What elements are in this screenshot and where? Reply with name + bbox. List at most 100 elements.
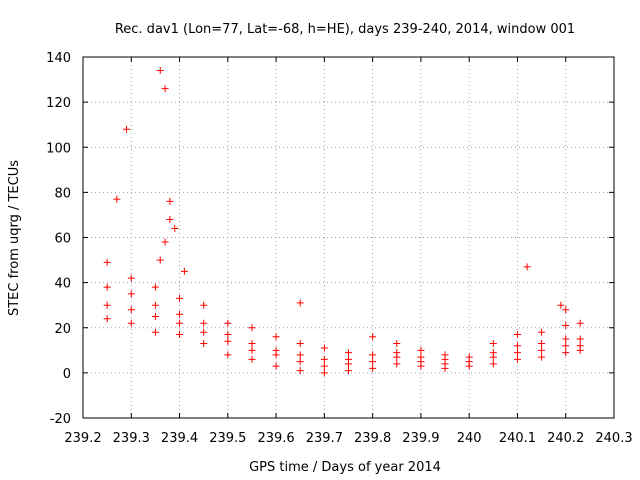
x-tick-label: 240.3 bbox=[595, 431, 632, 446]
data-point bbox=[272, 346, 280, 354]
data-point bbox=[224, 319, 232, 327]
outlier-point bbox=[161, 238, 169, 246]
data-point bbox=[513, 349, 521, 357]
data-point bbox=[200, 319, 208, 327]
data-point bbox=[200, 340, 208, 348]
data-point bbox=[320, 355, 328, 363]
data-point bbox=[576, 335, 584, 343]
data-point bbox=[369, 358, 377, 366]
outlier-point bbox=[161, 85, 169, 93]
data-point bbox=[393, 360, 401, 368]
data-point bbox=[369, 333, 377, 341]
data-points bbox=[103, 67, 584, 377]
data-point bbox=[272, 362, 280, 370]
data-point bbox=[538, 340, 546, 348]
data-point bbox=[513, 355, 521, 363]
y-tick-label: -20 bbox=[50, 412, 71, 427]
data-point bbox=[562, 342, 570, 350]
data-point bbox=[176, 310, 184, 318]
data-point bbox=[272, 333, 280, 341]
y-tick-label: 80 bbox=[54, 186, 71, 201]
outlier-point bbox=[166, 215, 174, 223]
data-point bbox=[176, 294, 184, 302]
x-tick-label: 239.8 bbox=[354, 431, 391, 446]
data-point bbox=[417, 353, 425, 361]
outlier-point bbox=[523, 263, 531, 271]
data-point bbox=[200, 301, 208, 309]
outlier-point bbox=[180, 267, 188, 275]
data-point bbox=[345, 349, 352, 357]
outlier-point bbox=[562, 306, 570, 314]
data-point bbox=[489, 340, 497, 348]
data-point bbox=[393, 349, 401, 357]
data-point bbox=[489, 349, 497, 357]
data-point bbox=[489, 360, 497, 368]
data-point bbox=[127, 274, 135, 282]
data-point bbox=[513, 342, 521, 350]
data-point bbox=[296, 358, 304, 366]
data-point bbox=[538, 328, 546, 336]
y-axis-label: STEC from uqrg / TECUs bbox=[7, 160, 22, 316]
x-tick-label: 240.2 bbox=[547, 431, 584, 446]
data-point bbox=[576, 342, 584, 350]
data-point bbox=[369, 351, 377, 359]
data-point bbox=[320, 344, 328, 352]
data-point bbox=[224, 351, 232, 359]
data-point bbox=[224, 337, 232, 345]
x-tick-label: 240.1 bbox=[499, 431, 536, 446]
x-tick-label: 240 bbox=[457, 431, 482, 446]
data-point bbox=[296, 367, 304, 375]
data-point bbox=[576, 319, 584, 327]
chart-title: Rec. dav1 (Lon=77, Lat=-68, h=HE), days … bbox=[115, 22, 575, 37]
data-point bbox=[441, 351, 449, 359]
data-point bbox=[200, 328, 208, 336]
data-point bbox=[369, 364, 377, 372]
y-tick-label: 100 bbox=[46, 141, 71, 156]
outlier-point bbox=[156, 256, 164, 264]
data-point bbox=[345, 367, 352, 375]
y-tick-label: 40 bbox=[54, 277, 71, 292]
x-tick-label: 239.6 bbox=[257, 431, 294, 446]
data-point bbox=[151, 283, 159, 291]
data-point bbox=[176, 319, 184, 327]
outlier-point bbox=[557, 301, 565, 309]
data-point bbox=[320, 362, 328, 370]
grid-lines bbox=[83, 57, 614, 418]
x-tick-label: 239.9 bbox=[402, 431, 439, 446]
y-tick-label: 60 bbox=[54, 232, 71, 247]
outlier-point bbox=[113, 195, 121, 203]
x-axis-ticks: 239.2 239.3 239.4 239.5 239.6 239.7 239.8 239.9… bbox=[64, 57, 633, 446]
x-tick-label: 239.5 bbox=[209, 431, 246, 446]
data-point bbox=[296, 351, 304, 359]
x-axis-label: GPS time / Days of year 2014 bbox=[249, 460, 441, 475]
y-tick-label: 120 bbox=[46, 96, 71, 111]
data-point bbox=[562, 335, 570, 343]
y-tick-label: 20 bbox=[54, 322, 71, 337]
y-tick-label: 0 bbox=[63, 367, 71, 382]
data-point bbox=[296, 340, 304, 348]
data-point bbox=[393, 340, 401, 348]
data-point bbox=[103, 301, 111, 309]
data-point bbox=[562, 321, 570, 329]
data-point bbox=[248, 324, 256, 332]
outlier-point bbox=[171, 224, 179, 232]
data-point bbox=[513, 331, 521, 339]
data-point bbox=[345, 355, 352, 363]
outlier-point bbox=[296, 299, 304, 307]
data-point bbox=[151, 301, 159, 309]
x-tick-label: 239.7 bbox=[306, 431, 343, 446]
data-point bbox=[127, 306, 135, 314]
data-point bbox=[151, 328, 159, 336]
data-point bbox=[103, 315, 111, 323]
outlier-point bbox=[122, 125, 130, 133]
data-point bbox=[248, 355, 256, 363]
outlier-point bbox=[166, 197, 174, 205]
data-point bbox=[562, 349, 570, 357]
data-point bbox=[127, 290, 135, 298]
x-tick-label: 239.2 bbox=[64, 431, 101, 446]
x-tick-label: 239.3 bbox=[113, 431, 150, 446]
data-point bbox=[103, 283, 111, 291]
data-point bbox=[320, 369, 328, 377]
outlier-point bbox=[156, 67, 164, 75]
